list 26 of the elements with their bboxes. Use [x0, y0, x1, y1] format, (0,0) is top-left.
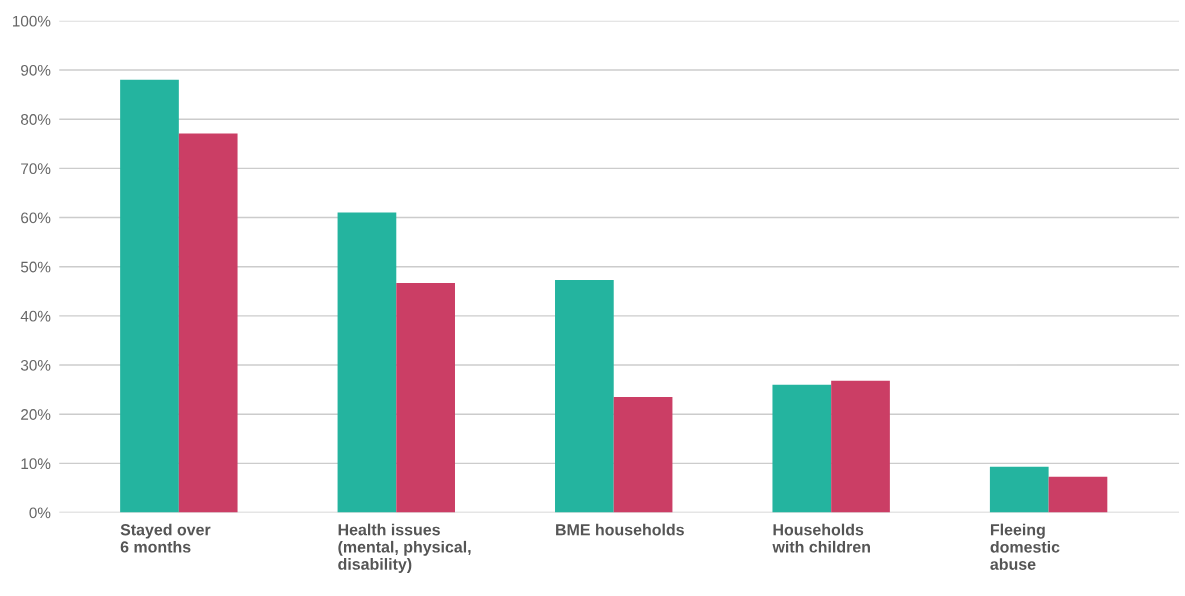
x-tick-label: Fleeing domestic abuse: [990, 523, 1060, 570]
y-tick-label: 60%: [21, 212, 51, 224]
y-tick-label: 0%: [29, 507, 51, 519]
y-tick-label: 90%: [21, 64, 51, 76]
y-tick-label: 40%: [20, 310, 51, 322]
y-tick-label: 20%: [21, 409, 51, 420]
bar: [772, 384, 832, 513]
bar: [396, 282, 455, 513]
y-tick-label: 50%: [20, 261, 51, 273]
y-tick-label: 10%: [21, 458, 51, 470]
bar: [178, 133, 238, 513]
x-tick-label: Stayed over 6 months: [120, 523, 211, 553]
y-tick-label: 30%: [20, 359, 51, 371]
bar: [337, 212, 397, 513]
bar: [613, 397, 673, 513]
x-tick-label: Households with children: [772, 523, 870, 553]
y-tick-label: 100%: [13, 15, 51, 27]
y-tick-label: 70%: [21, 163, 51, 175]
y-tick-label: 80%: [21, 114, 51, 125]
x-tick-label: BME households: [556, 523, 684, 536]
bar: [831, 380, 890, 513]
bar: [120, 79, 179, 513]
bar: [555, 279, 614, 513]
bar: [1048, 476, 1108, 513]
x-tick-label: Health issues (mental, physical, disability): [338, 523, 471, 573]
bar: [989, 466, 1049, 513]
